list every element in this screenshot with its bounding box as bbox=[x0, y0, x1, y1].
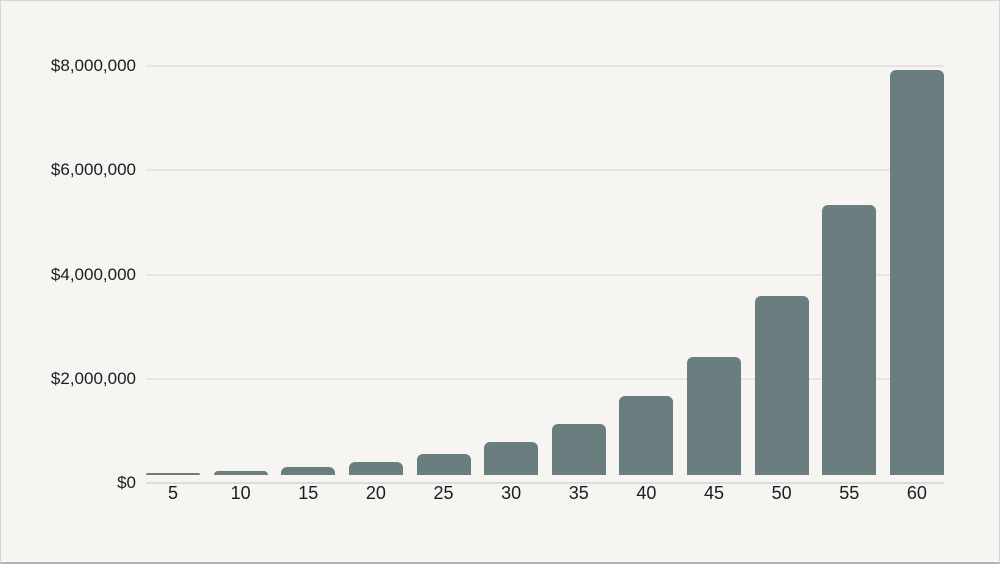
bar-column: 60 bbox=[889, 66, 944, 507]
x-tick-label: 60 bbox=[906, 483, 927, 504]
bar bbox=[281, 467, 336, 476]
gridline bbox=[146, 482, 944, 484]
bar-box bbox=[213, 66, 268, 476]
bar bbox=[551, 423, 606, 476]
bar-column: 10 bbox=[213, 66, 268, 507]
y-tick-label: $4,000,000 bbox=[50, 264, 136, 284]
y-tick-label: $8,000,000 bbox=[50, 56, 136, 75]
bar bbox=[619, 396, 674, 476]
x-tick-label: 45 bbox=[703, 483, 725, 504]
bar-column: 40 bbox=[619, 66, 674, 507]
bars: 5 10 15 20 25 30 35 40 45 50 55 60 bbox=[146, 66, 944, 507]
bar bbox=[416, 454, 471, 476]
gridline bbox=[146, 377, 944, 380]
y-axis-labels: $0 $2,000,000 $4,000,000 $6,000,000 $8,000,0… bbox=[1, 56, 136, 492]
bar bbox=[213, 471, 268, 476]
bar-column: 30 bbox=[484, 66, 539, 507]
bar bbox=[348, 462, 403, 476]
bar bbox=[754, 295, 809, 476]
bar-column: 50 bbox=[754, 66, 809, 507]
bar bbox=[822, 205, 877, 476]
bar bbox=[889, 70, 944, 476]
bar-box bbox=[754, 66, 809, 476]
x-tick-label: 30 bbox=[501, 483, 522, 504]
x-tick-label: 55 bbox=[839, 483, 860, 504]
bar-column: 55 bbox=[822, 66, 877, 507]
x-tick-label: 35 bbox=[568, 483, 589, 504]
bar-box bbox=[551, 66, 606, 476]
bar bbox=[687, 356, 741, 476]
x-tick-label: 40 bbox=[636, 483, 657, 504]
gridlines bbox=[146, 65, 944, 484]
bar-box bbox=[822, 66, 877, 476]
gridline bbox=[146, 273, 944, 276]
bar-box bbox=[484, 66, 539, 476]
y-tick-label: $6,000,000 bbox=[50, 160, 136, 180]
x-tick-label: 5 bbox=[167, 483, 178, 504]
bar-column: 20 bbox=[348, 66, 403, 507]
x-tick-label: 10 bbox=[230, 483, 251, 504]
y-tick-label: $2,000,000 bbox=[50, 368, 136, 388]
bar-column: 5 bbox=[146, 66, 200, 507]
bar-box bbox=[889, 66, 944, 476]
x-tick-label: 20 bbox=[365, 483, 386, 504]
bar bbox=[146, 472, 200, 476]
bar-box bbox=[281, 66, 336, 476]
plot-area: 5 10 15 20 25 30 35 40 45 50 55 60 bbox=[146, 65, 944, 503]
x-tick-label: 15 bbox=[298, 483, 319, 504]
gridline bbox=[146, 65, 944, 67]
bar-column: 15 bbox=[281, 66, 336, 507]
x-tick-label: 25 bbox=[433, 483, 454, 504]
bar-box bbox=[146, 66, 200, 476]
bar-column: 45 bbox=[687, 66, 741, 507]
y-tick-label: $0 bbox=[117, 473, 136, 492]
bar bbox=[484, 442, 539, 476]
bar-column: 25 bbox=[416, 66, 471, 507]
x-tick-label: 50 bbox=[771, 483, 792, 504]
bar-box bbox=[416, 66, 471, 476]
bar-column: 35 bbox=[551, 66, 606, 507]
bar-box bbox=[348, 66, 403, 476]
bar-box bbox=[619, 66, 674, 476]
bar-box bbox=[687, 66, 741, 476]
gridline bbox=[146, 169, 944, 172]
